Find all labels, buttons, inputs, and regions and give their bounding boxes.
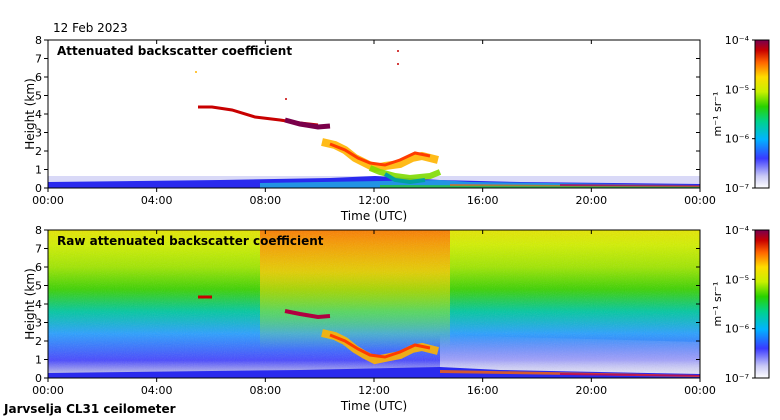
- x-tick-label: 04:00: [141, 384, 173, 397]
- colorbar-tick-label: 10⁻⁵: [725, 273, 749, 286]
- y-tick-label: 4: [35, 298, 42, 311]
- y-tick-label: 8: [35, 224, 42, 237]
- colorbar-label: m⁻¹ sr⁻¹: [711, 92, 724, 137]
- y-tick-label: 0: [35, 372, 42, 385]
- panel-raw: Raw attenuated backscatter coefficient: [47, 229, 701, 379]
- x-tick-label: 00:00: [32, 194, 64, 207]
- date-label: 12 Feb 2023: [53, 21, 128, 35]
- x-tick-label: 12:00: [358, 384, 390, 397]
- panel2-title: Raw attenuated backscatter coefficient: [57, 234, 324, 248]
- x-tick-label: 20:00: [575, 384, 607, 397]
- y-tick-label: 7: [35, 53, 42, 66]
- x-tick-label: 00:00: [684, 194, 716, 207]
- attenuated-data: [48, 50, 700, 188]
- y-tick-label: 3: [35, 127, 42, 140]
- y-axis-label: Height (km): [23, 268, 37, 339]
- x-tick-label: 00:00: [684, 384, 716, 397]
- y-axis-label: Height (km): [23, 78, 37, 149]
- colorbar-tick-label: 10⁻⁴: [725, 34, 750, 47]
- panel1-title: Attenuated backscatter coefficient: [57, 44, 292, 58]
- y-tick-label: 2: [35, 145, 42, 158]
- colorbar-label: m⁻¹ sr⁻¹: [711, 282, 724, 327]
- y-tick-label: 5: [35, 280, 42, 293]
- colorbar-tick-label: 10⁻⁷: [725, 372, 749, 385]
- y-tick-label: 7: [35, 243, 42, 256]
- x-tick-label: 08:00: [249, 384, 281, 397]
- y-tick-label: 4: [35, 108, 42, 121]
- x-axis-label: Time (UTC): [340, 209, 407, 223]
- y-tick-label: 1: [35, 164, 42, 177]
- x-tick-label: 20:00: [575, 194, 607, 207]
- x-tick-label: 04:00: [141, 194, 173, 207]
- axes-layer: 00:00 04:00 08:00 12:00 16:00 20:00 00:0001234…: [23, 34, 770, 413]
- y-tick-label: 3: [35, 317, 42, 330]
- y-tick-label: 1: [35, 354, 42, 367]
- x-tick-label: 12:00: [358, 194, 390, 207]
- x-tick-label: 16:00: [467, 194, 499, 207]
- x-axis-label: Time (UTC): [340, 399, 407, 413]
- x-tick-label: 00:00: [32, 384, 64, 397]
- colorbar-tick-label: 10⁻⁵: [725, 83, 749, 96]
- x-tick-label: 08:00: [249, 194, 281, 207]
- colorbar-tick-label: 10⁻⁶: [725, 323, 750, 336]
- y-tick-label: 0: [35, 182, 42, 195]
- colorbar-tick-label: 10⁻⁷: [725, 182, 749, 195]
- x-tick-label: 16:00: [467, 384, 499, 397]
- colorbar-tick-label: 10⁻⁴: [725, 224, 750, 237]
- raw-data: [48, 230, 700, 378]
- panel-attenuated: Attenuated backscatter coefficient: [47, 39, 701, 189]
- colorbar: [754, 39, 770, 189]
- y-tick-label: 8: [35, 34, 42, 47]
- y-tick-label: 6: [35, 71, 42, 84]
- colorbar: [754, 229, 770, 379]
- site-label: Jarvselja CL31 ceilometer: [3, 402, 176, 416]
- y-tick-label: 2: [35, 335, 42, 348]
- y-tick-label: 6: [35, 261, 42, 274]
- y-tick-label: 5: [35, 90, 42, 103]
- colorbar-tick-label: 10⁻⁶: [725, 133, 750, 146]
